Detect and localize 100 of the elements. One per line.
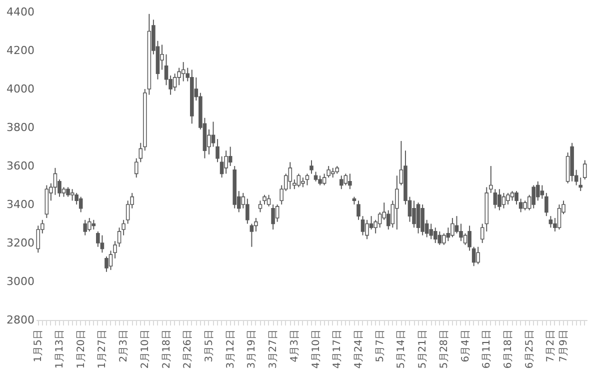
candlestick — [322, 173, 326, 186]
candlestick — [117, 227, 122, 248]
candlestick — [314, 171, 318, 182]
candlestick — [310, 160, 314, 174]
candlestick — [66, 186, 70, 198]
candlestick — [523, 200, 527, 211]
y-tick-label: 3200 — [6, 236, 34, 250]
y-tick-label: 3400 — [6, 198, 34, 211]
x-tick-label: 2月26日 — [182, 330, 194, 369]
candlestick — [172, 73, 177, 92]
x-tick-label: 5月28日 — [438, 330, 450, 369]
x-tick-label: 3月19日 — [246, 330, 258, 369]
candlestick — [78, 196, 83, 213]
candlestick — [258, 200, 262, 213]
candlestick — [544, 192, 548, 217]
candlestick — [459, 223, 463, 242]
candlestick — [454, 216, 459, 234]
x-tick-label: 6月25日 — [524, 330, 536, 369]
candlestick — [296, 173, 301, 188]
x-tick-label: 3月27日 — [268, 330, 280, 369]
candlestick — [36, 225, 40, 254]
x-tick-label: 5月21日 — [418, 330, 429, 369]
candlestick — [164, 54, 168, 86]
x-tick-label: 2月18日 — [161, 330, 172, 369]
candlestick — [288, 162, 292, 190]
x-tick-label: 2月10日 — [140, 330, 151, 369]
candlestick — [254, 217, 258, 232]
x-tick-label: 2月3日 — [118, 330, 130, 362]
candlestick — [463, 232, 468, 246]
candlestick — [582, 160, 587, 180]
x-tick-label: 7月2日 — [546, 330, 557, 362]
candlestick — [472, 246, 476, 267]
candlestick — [510, 190, 514, 202]
y-tick-label: 2800 — [6, 314, 34, 326]
candlestick — [266, 194, 271, 207]
candlestick — [92, 219, 96, 230]
candlestick — [138, 142, 143, 163]
x-tick-label: 5月14日 — [396, 330, 408, 369]
candlestick — [275, 204, 280, 222]
candlestick — [450, 217, 454, 238]
candlestick — [433, 227, 438, 244]
candlestick — [301, 177, 305, 188]
candlestick — [480, 223, 484, 244]
candlestick — [330, 167, 335, 178]
candlestick — [87, 217, 92, 232]
candlestick — [228, 146, 232, 166]
x-tick-label: 3月12日 — [225, 330, 236, 369]
candlestick — [498, 188, 502, 211]
candlestick — [262, 194, 266, 205]
candlestick — [395, 175, 399, 230]
x-tick-label: 5月7日 — [374, 330, 386, 362]
y-tick-label: 4200 — [6, 44, 34, 57]
candlestick — [493, 188, 498, 209]
candlestick — [271, 204, 275, 230]
candlestick — [514, 190, 518, 205]
candlestick — [502, 192, 506, 209]
x-tick-label: 6月11日 — [482, 330, 493, 369]
candlestick — [532, 184, 536, 209]
y-tick-label: 3600 — [6, 160, 34, 172]
candlestick — [246, 198, 250, 224]
x-tick-label: 1月20日 — [76, 330, 87, 369]
candlestick — [365, 219, 369, 240]
candlestick — [53, 167, 58, 196]
candlestick — [420, 204, 424, 236]
candlestick — [540, 184, 544, 200]
candlestick — [356, 200, 360, 220]
candlestick — [220, 156, 224, 178]
candlestick — [250, 223, 254, 248]
candlestick — [557, 204, 562, 230]
candlestick — [344, 173, 348, 186]
candlestick — [518, 198, 523, 213]
candlestick — [438, 230, 442, 246]
y-tick-label: 4400 — [6, 6, 34, 18]
candlestick — [360, 216, 365, 236]
y-tick-label: 3800 — [6, 121, 34, 134]
candlestick — [224, 150, 228, 174]
x-tick-label: 3月5日 — [204, 330, 215, 362]
candlestick — [348, 173, 352, 190]
x-tick-label: 4月17日 — [332, 330, 344, 369]
x-tick-label: 1月27日 — [97, 330, 108, 369]
candlestick — [134, 158, 138, 178]
candlestick — [476, 246, 480, 265]
candlestick — [378, 212, 382, 228]
candlestick — [506, 192, 510, 205]
candlestick — [160, 44, 164, 70]
y-tick-label: 3000 — [6, 275, 34, 288]
x-tick-label: 4月10日 — [310, 330, 322, 369]
candlestick — [548, 216, 553, 228]
candlestick — [468, 225, 472, 252]
candlestick — [108, 250, 113, 270]
x-tick-label: 1月13日 — [54, 330, 66, 369]
x-tick-label: 6月4日 — [460, 330, 472, 362]
candlestick — [74, 192, 78, 205]
x-tick-label: 4月3日 — [289, 330, 300, 362]
candlestick — [100, 234, 104, 254]
candlestick — [416, 202, 420, 234]
x-tick-label: 7月9日 — [558, 330, 570, 362]
candlestick — [446, 227, 450, 242]
candlestick — [70, 188, 74, 202]
candlestick — [536, 180, 540, 202]
